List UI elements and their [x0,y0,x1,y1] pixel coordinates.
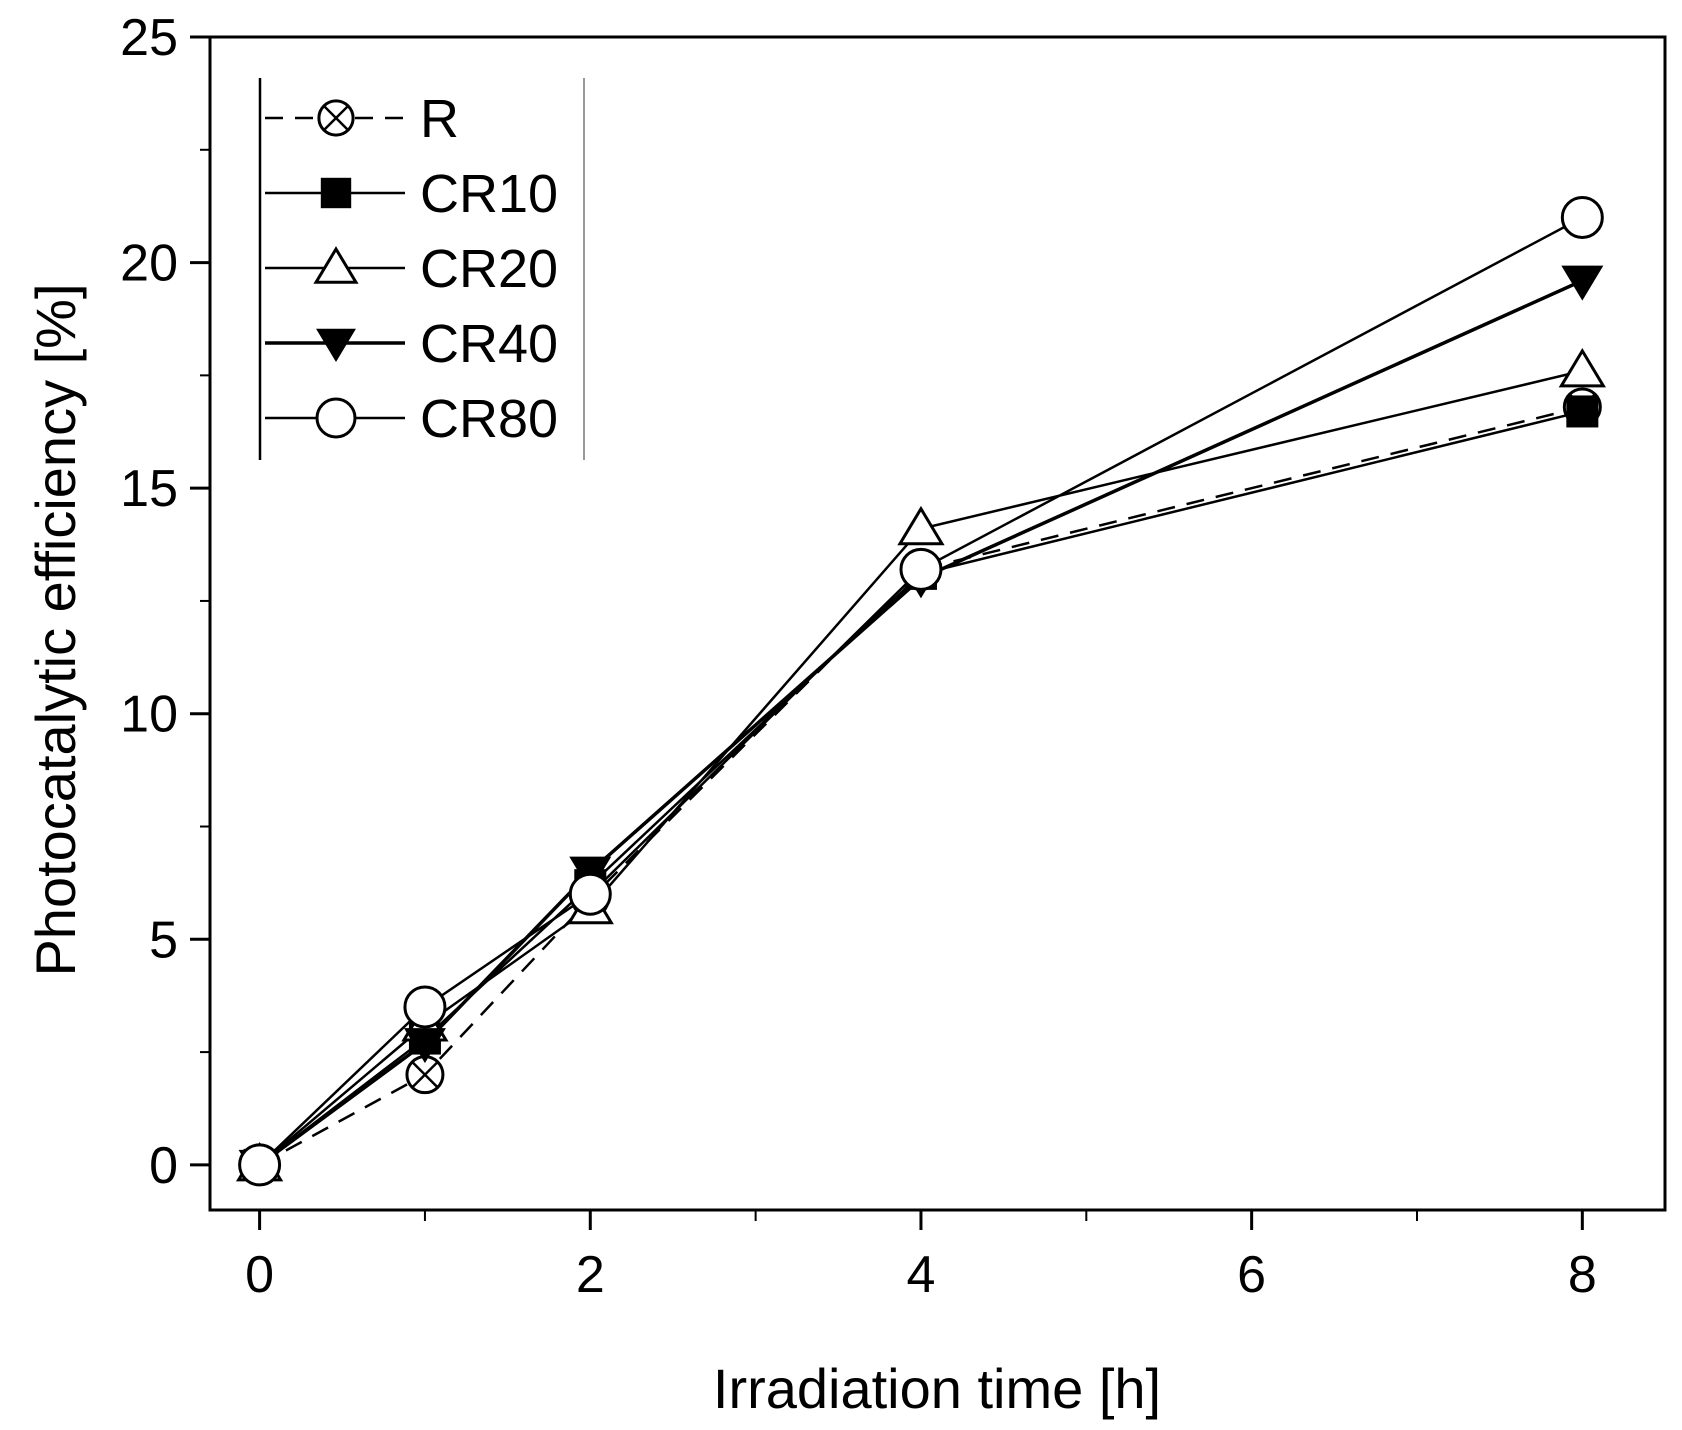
legend-item-R: R [265,89,459,149]
x-tick-label: 6 [1237,1246,1266,1304]
data-point-CR80 [568,872,612,916]
x-tick-label: 0 [245,1246,274,1304]
x-tick-label: 2 [576,1246,605,1304]
data-point-CR80 [1560,195,1604,239]
y-tick-label: 0 [149,1137,178,1195]
x-axis: 0 2 4 6 8 [245,1210,1597,1304]
y-tick-label: 5 [149,911,178,969]
y-tick-label: 10 [120,686,178,744]
legend-label: CR10 [420,164,558,224]
y-axis: 0 5 10 15 20 25 [120,9,210,1195]
data-point-CR20 [897,505,945,546]
data-point-CR80 [238,1143,282,1187]
data-point-CR40 [1561,265,1604,301]
x-tick-label: 4 [907,1246,936,1304]
y-tick-label: 25 [120,9,178,67]
data-point-CR10 [1566,395,1599,428]
legend-marker [320,177,352,209]
y-tick-label: 15 [120,460,178,518]
legend-item-CR40: CR40 [265,314,558,374]
plot-frame [208,35,1667,1212]
legend: R CR10 CR20 CR40 CR80 [258,78,585,460]
legend-marker [313,246,359,284]
legend-label: CR20 [420,239,558,299]
series-markers [235,195,1606,1187]
data-point-CR80 [403,985,447,1029]
legend-marker [316,328,356,362]
x-tick-label: 8 [1568,1246,1597,1304]
legend-label: CR40 [420,314,558,374]
legend-item-CR20: CR20 [265,239,558,299]
legend-item-CR10: CR10 [265,164,558,224]
legend-marker [315,397,357,439]
data-point-CR40 [403,1028,446,1064]
legend-label: R [420,89,459,149]
data-point-CR80 [899,547,943,591]
y-tick-label: 20 [120,235,178,293]
legend-item-CR80: CR80 [265,389,558,449]
y-axis-label: Photocatalytic efficiency [%] [24,283,87,976]
legend-label: CR80 [420,389,558,449]
series-line-CR20 [258,369,1583,1166]
data-point-CR20 [1558,347,1606,388]
legend-marker [317,99,355,137]
x-axis-label: Irradiation time [h] [713,1357,1161,1420]
